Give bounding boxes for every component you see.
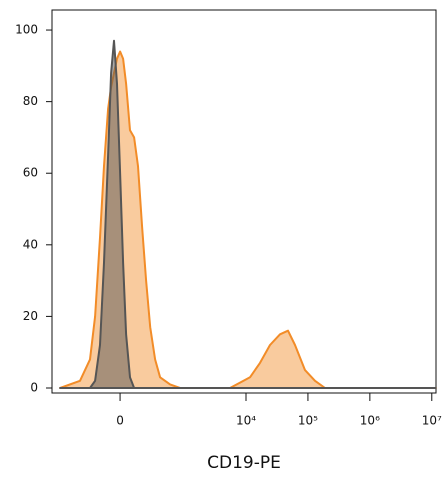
x-axis-title: CD19-PE (207, 453, 281, 473)
y-tick-label: 60 (23, 166, 38, 180)
histogram-area (59, 50, 437, 389)
y-tick-label: 0 (30, 380, 38, 394)
x-tick-label: 10⁶ (360, 414, 380, 428)
x-tick-label: 0 (116, 414, 124, 428)
x-tick-label: 10⁵ (298, 414, 318, 428)
y-tick-label: 80 (23, 94, 38, 108)
y-tick-label: 40 (23, 237, 38, 251)
x-tick-label: 10⁷ (422, 414, 442, 428)
histogram-area (59, 39, 437, 389)
y-tick-label: 100 (15, 23, 38, 37)
y-tick-label: 20 (23, 309, 38, 323)
x-tick-label: 10⁴ (236, 414, 256, 428)
plot-frame (51, 9, 437, 394)
